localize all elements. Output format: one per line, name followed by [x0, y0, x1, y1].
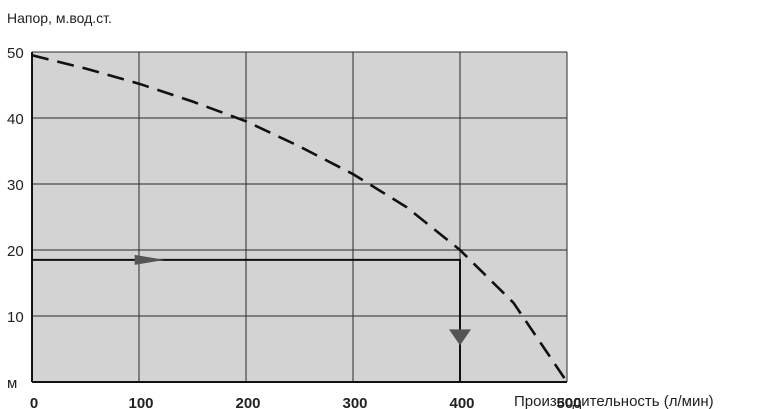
y-tick-label-50: 50 [7, 45, 24, 62]
x-tick-label-400: 400 [449, 395, 474, 409]
guide-arrow-right [134, 254, 165, 265]
x-tick-label-100: 100 [128, 395, 153, 409]
series-layer [31, 54, 569, 383]
x-tick-label-500: 500 [556, 395, 581, 409]
tick-labels: 0 100 200 300 400 500 10 20 30 40 50 м [7, 45, 582, 409]
plot-background [32, 52, 567, 382]
x-axis-title: Производительность (л/мин) [514, 393, 714, 409]
annotation-layer [32, 254, 471, 382]
x-tick-label-0: 0 [30, 395, 38, 409]
y-tick-label-20: 20 [7, 243, 24, 260]
y-axis-title: Напор, м.вод.ст. [7, 10, 112, 26]
y-tick-label-10: 10 [7, 309, 24, 326]
y-tick-label-40: 40 [7, 111, 24, 128]
y-unit-label: м [7, 375, 17, 392]
y-tick-label-30: 30 [7, 177, 24, 194]
grid [31, 51, 568, 383]
series-0-curve [31, 54, 569, 383]
x-tick-label-300: 300 [342, 395, 367, 409]
plot-area [32, 52, 567, 382]
x-tick-label-200: 200 [235, 395, 260, 409]
guide-arrow-down [449, 329, 471, 346]
